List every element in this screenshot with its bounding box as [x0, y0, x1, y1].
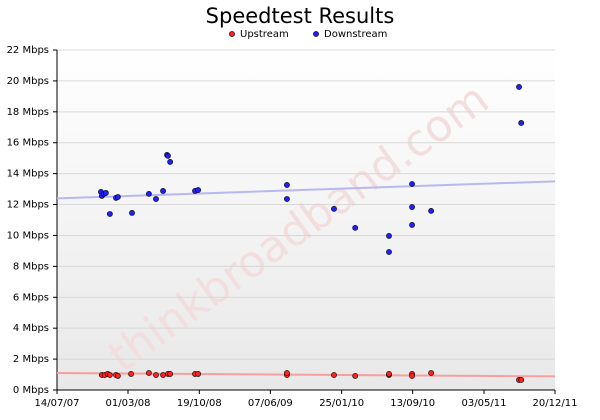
x-tick-label: 25/01/10 — [319, 398, 364, 409]
y-tick-label: 0 Mbps — [13, 385, 49, 396]
y-tick-label: 10 Mbps — [7, 230, 49, 241]
point — [409, 222, 415, 228]
y-tick-label: 18 Mbps — [7, 107, 49, 118]
point — [128, 371, 134, 377]
point — [114, 194, 121, 200]
point — [331, 205, 337, 212]
y-tick-label: 8 Mbps — [13, 261, 49, 272]
y-tick-label: 20 Mbps — [7, 76, 49, 87]
point — [129, 209, 135, 216]
point — [409, 373, 415, 379]
point — [428, 207, 435, 214]
point — [409, 204, 415, 210]
point — [386, 371, 392, 377]
point — [114, 373, 121, 379]
point — [106, 211, 113, 217]
point — [106, 372, 113, 378]
legend-label: Upstream — [240, 29, 289, 40]
point — [153, 196, 159, 202]
point — [284, 182, 290, 188]
point — [165, 152, 171, 159]
point — [428, 370, 435, 376]
point — [386, 249, 392, 255]
legend-marker — [313, 31, 319, 37]
y-tick-label: 14 Mbps — [7, 169, 49, 180]
x-tick-label: 20/12/11 — [533, 398, 578, 409]
trend-line — [56, 372, 556, 378]
point — [352, 373, 359, 379]
x-tick-label: 19/10/08 — [177, 398, 222, 409]
point — [167, 158, 174, 165]
point — [160, 372, 166, 378]
y-tick-label: 2 Mbps — [13, 354, 49, 365]
point — [352, 224, 359, 231]
x-tick-label: 07/06/09 — [248, 398, 293, 409]
point — [284, 196, 290, 202]
point — [409, 181, 415, 187]
plot-area — [57, 50, 555, 390]
point — [160, 188, 166, 194]
x-tick-label: 03/05/11 — [462, 398, 507, 409]
y-tick-label: 16 Mbps — [7, 138, 49, 149]
point — [195, 371, 201, 377]
trend-line — [56, 180, 556, 200]
x-tick-label: 13/09/10 — [390, 398, 435, 409]
point — [146, 190, 152, 197]
point — [518, 377, 525, 383]
point — [167, 371, 174, 377]
point — [284, 370, 290, 376]
point — [153, 372, 159, 378]
point — [386, 233, 392, 239]
point — [195, 187, 201, 193]
x-tick-label: 01/03/08 — [106, 398, 151, 409]
point — [518, 120, 525, 126]
y-tick-label: 6 Mbps — [13, 292, 49, 303]
x-tick-label: 14/07/07 — [35, 398, 80, 409]
point — [331, 372, 337, 378]
y-tick-label: 12 Mbps — [7, 200, 49, 211]
point — [146, 370, 152, 376]
point — [102, 190, 109, 196]
point — [516, 84, 522, 90]
legend-label: Downstream — [324, 29, 387, 40]
y-tick-label: 22 Mbps — [7, 45, 49, 56]
chart-title: Speedtest Results — [206, 4, 395, 28]
legend-marker — [229, 31, 235, 37]
y-tick-label: 4 Mbps — [13, 323, 49, 334]
